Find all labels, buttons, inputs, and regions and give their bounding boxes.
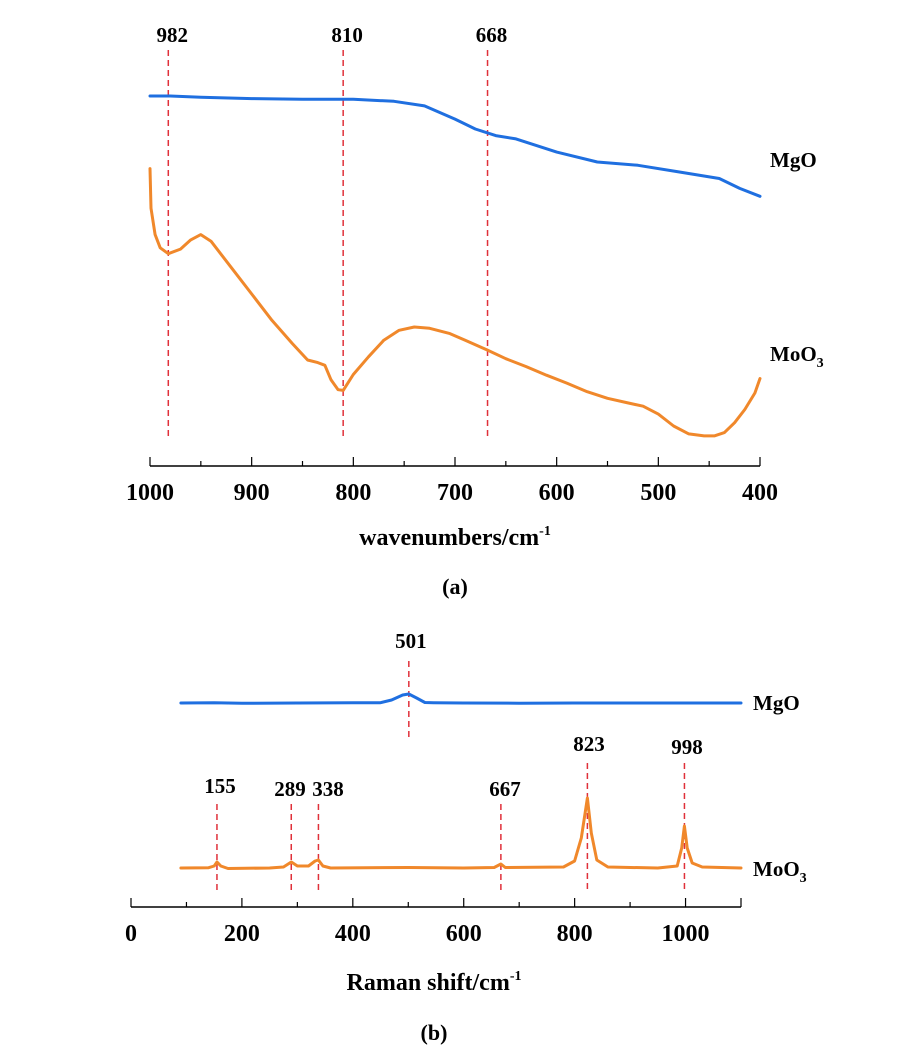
a-x-axis-title-sup: -1 [539, 524, 551, 539]
b-x-axis-title: Raman shift/cm-1 [347, 969, 522, 996]
a-tick-label: 700 [437, 480, 473, 506]
b-marker-label: 155 [204, 774, 236, 798]
a-moo3-label-main: MoO [770, 342, 817, 366]
b-tick-label: 200 [224, 921, 260, 947]
a-moo3-label-sub: 3 [817, 356, 824, 371]
b-series-line-mgo [179, 692, 743, 705]
a-marker-label: 810 [331, 23, 363, 47]
b-series-group [179, 692, 743, 870]
a-tick-label: 600 [539, 480, 575, 506]
a-marker-label: 668 [476, 23, 508, 47]
a-x-axis-title: wavenumbers/cm-1 [359, 524, 551, 551]
b-series-line-moo3 [179, 796, 743, 870]
b-x-axis-title-main: Raman shift/cm [347, 970, 510, 996]
b-marker-label: 338 [312, 777, 344, 801]
b-x-axis: 0 200 400 600 800 1000 [125, 898, 742, 947]
a-panel-label: (a) [442, 574, 468, 599]
a-series-line-moo3 [148, 167, 762, 438]
b-marker-label: 823 [573, 732, 605, 756]
a-series-label-mgo: MgO [770, 148, 817, 172]
b-moo3-label-main: MoO [753, 857, 800, 881]
b-x-axis-title-sup: -1 [510, 969, 522, 984]
a-x-axis-title-main: wavenumbers/cm [359, 525, 539, 551]
b-panel-label: (b) [421, 1020, 448, 1045]
b-marker-label: 998 [671, 735, 703, 759]
b-series-label-moo3: MoO3 [753, 857, 807, 886]
b-moo3-label-sub: 3 [800, 871, 807, 886]
a-tick-label: 500 [640, 480, 676, 506]
a-series-line-mgo [148, 94, 762, 198]
a-tick-label: 400 [742, 480, 778, 506]
a-tick-label: 1000 [126, 480, 174, 506]
b-marker-label: 501 [395, 629, 427, 653]
a-tick-label: 900 [234, 480, 270, 506]
b-tick-label: 0 [125, 921, 137, 947]
a-marker-lines: 982 810 668 [157, 23, 508, 440]
b-marker-lines: 501 155 289 338 667 823 998 [204, 629, 703, 893]
b-marker-label: 289 [274, 777, 306, 801]
a-series-group [148, 94, 762, 438]
b-marker-label: 667 [489, 777, 521, 801]
a-series-label-moo3: MoO3 [770, 342, 824, 371]
b-tick-label: 1000 [662, 921, 710, 947]
b-tick-label: 400 [335, 921, 371, 947]
a-marker-label: 982 [157, 23, 189, 47]
a-tick-label: 800 [335, 480, 371, 506]
b-series-label-mgo: MgO [753, 691, 800, 715]
panel-a-ftir: 982 810 668 1000 900 800 700 600 500 400 MgO MoO… [126, 23, 824, 599]
a-x-axis: 1000 900 800 700 600 500 400 [126, 457, 778, 506]
b-tick-label: 600 [446, 921, 482, 947]
b-tick-label: 800 [557, 921, 593, 947]
